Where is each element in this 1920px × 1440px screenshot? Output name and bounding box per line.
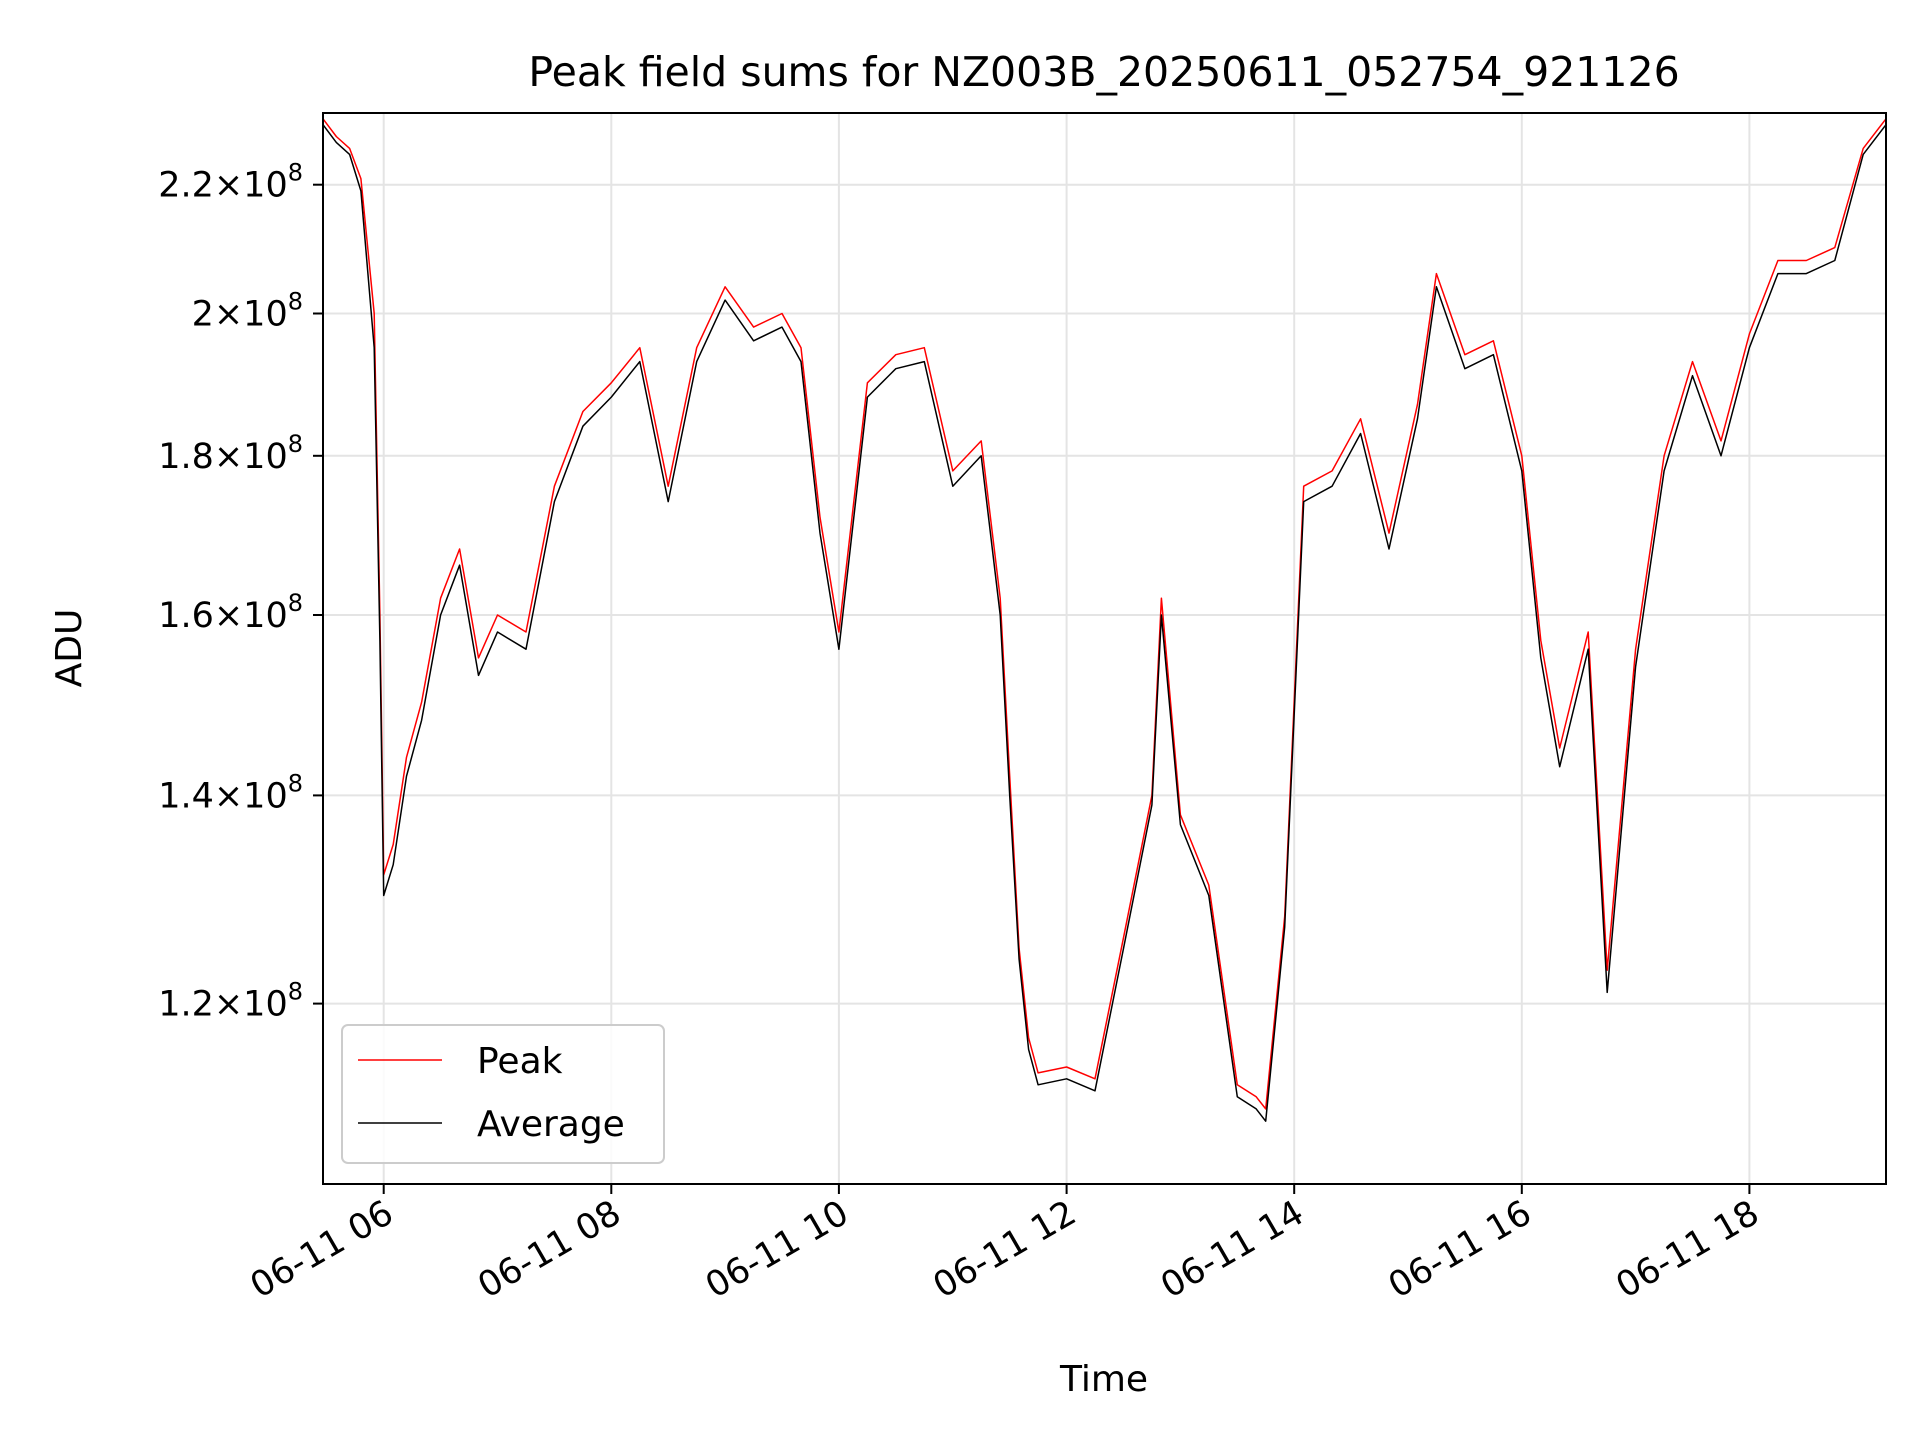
legend-label-average: Average <box>477 1104 625 1145</box>
gridlines <box>323 113 1886 1184</box>
x-axis-label: Time <box>1059 1359 1148 1400</box>
legend-label-peak: Peak <box>477 1041 563 1082</box>
y-tick-label: 1.4×108 <box>158 769 303 816</box>
y-tick-label: 1.2×108 <box>158 978 303 1025</box>
legend: Peak Average <box>341 1024 665 1164</box>
series-layer <box>322 118 1887 1122</box>
chart-title: Peak field sums for NZ003B_20250611_0527… <box>528 48 1679 96</box>
series-line-average <box>322 124 1887 1122</box>
plot-frame <box>322 112 1887 1185</box>
y-axis-ticks: 1.2×108 1.4×108 1.6×108 1.8×108 2×108 2.2×108 <box>158 159 323 1025</box>
series-line-peak <box>322 118 1887 1110</box>
y-tick-label: 1.8×108 <box>158 430 303 477</box>
y-axis-label: ADU <box>49 609 90 688</box>
y-tick-label: 2.2×108 <box>158 159 303 206</box>
y-tick-label: 2×108 <box>192 288 303 335</box>
y-tick-label: 1.6×108 <box>158 589 303 636</box>
